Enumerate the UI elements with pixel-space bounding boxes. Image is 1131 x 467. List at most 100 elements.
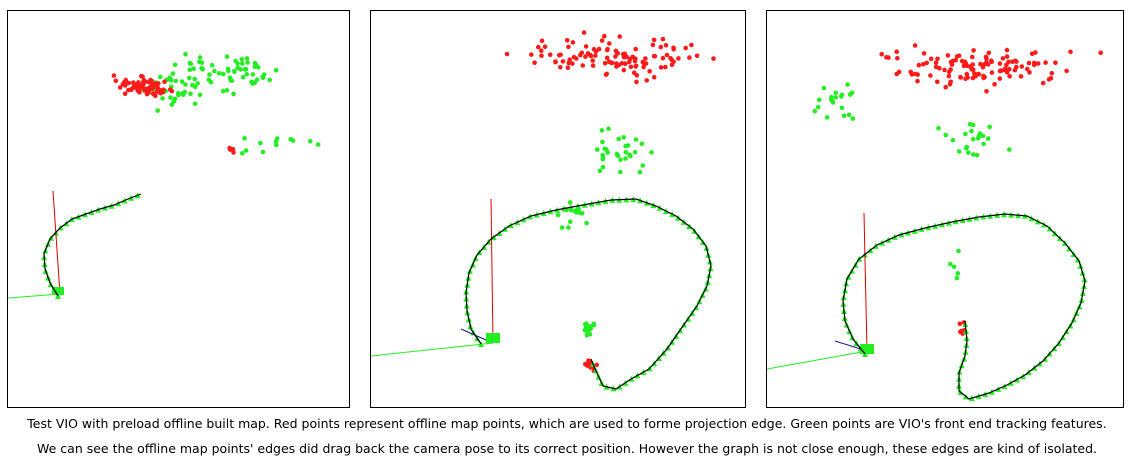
offline-map-point — [123, 77, 129, 83]
vio-feature-points — [555, 126, 654, 338]
vio-feature-point — [833, 95, 838, 100]
panel-2-plot — [371, 30, 716, 392]
offline-map-point — [986, 50, 992, 56]
vio-feature-point — [187, 67, 193, 72]
vio-feature-point — [966, 150, 971, 155]
offline-map-point — [915, 72, 920, 77]
offline-map-point — [997, 61, 1003, 66]
offline-map-point — [956, 53, 962, 58]
offline-map-point — [142, 79, 148, 84]
vio-feature-point — [955, 271, 961, 276]
offline-map-point — [963, 61, 969, 67]
vio-feature-point — [188, 91, 193, 97]
offline-map-point — [617, 34, 622, 39]
offline-map-point — [564, 38, 570, 43]
offline-map-point — [946, 73, 952, 79]
vio-feature-point — [943, 132, 948, 138]
offline-map-point — [148, 85, 153, 91]
vio-feature-point — [821, 85, 827, 91]
vio-feature-point — [232, 68, 237, 74]
vio-feature-point — [209, 62, 215, 68]
vio-feature-point — [195, 81, 200, 86]
offline-map-point — [1098, 50, 1103, 56]
vio-feature-point — [845, 82, 850, 87]
offline-map-point — [547, 52, 553, 57]
vio-feature-point — [160, 96, 165, 101]
vio-feature-point — [192, 76, 197, 82]
vio-feature-point — [179, 79, 185, 84]
offline-map-point — [894, 49, 899, 54]
offline-map-point — [602, 60, 608, 66]
offline-map-point — [660, 36, 666, 42]
offline-map-point — [975, 71, 981, 77]
offline-map-point — [978, 61, 983, 67]
offline-map-point — [556, 52, 562, 58]
offline-map-point — [1026, 60, 1032, 66]
offline-map-point — [1049, 70, 1055, 76]
camera-frustum — [860, 344, 874, 354]
vio-feature-point — [956, 149, 962, 154]
vio-feature-point — [649, 150, 654, 155]
vio-feature-point — [172, 96, 178, 102]
vio-feature-point — [176, 92, 181, 98]
offline-map-point — [590, 58, 595, 63]
vio-feature-point — [255, 65, 261, 70]
offline-map-point — [1006, 59, 1011, 65]
vio-feature-point — [841, 113, 847, 119]
vio-feature-point — [220, 88, 226, 94]
offline-map-point — [231, 150, 236, 155]
caption-line-1: Test VIO with preload offline built map.… — [27, 416, 1107, 431]
vio-feature-point — [954, 275, 960, 281]
offline-map-point — [908, 69, 913, 75]
offline-map-point — [1004, 54, 1010, 59]
offline-map-point — [599, 38, 605, 43]
vio-feature-point — [615, 153, 621, 158]
offline-map-point — [663, 43, 669, 48]
vio-feature-point — [225, 66, 231, 72]
offline-map-point — [621, 67, 627, 73]
offline-map-point — [651, 74, 657, 80]
offline-map-point — [958, 329, 963, 335]
offline-map-point — [583, 54, 588, 59]
vio-feature-point — [243, 148, 249, 153]
offline-map-point — [928, 73, 933, 78]
vio-feature-point — [639, 141, 645, 147]
camera-axis-x — [8, 293, 61, 299]
camera-axis-x — [371, 342, 494, 357]
offline-map-point — [162, 79, 167, 85]
vio-feature-point — [618, 169, 623, 175]
vio-feature-point — [600, 164, 606, 170]
offline-map-point — [608, 60, 614, 65]
offline-map-point — [1007, 74, 1012, 79]
vio-feature-point — [555, 212, 561, 218]
offline-map-point — [950, 58, 956, 64]
offline-map-point — [634, 79, 639, 85]
offline-map-point — [130, 86, 135, 91]
offline-map-points — [111, 73, 236, 155]
offline-map-point — [664, 52, 670, 58]
offline-map-point — [948, 67, 953, 72]
offline-map-point — [935, 79, 940, 85]
offline-map-point — [1035, 61, 1041, 66]
offline-map-point — [532, 60, 537, 65]
vio-feature-point — [824, 115, 830, 120]
vio-feature-point — [616, 136, 621, 142]
offline-map-point — [529, 52, 534, 57]
vio-feature-point — [240, 151, 245, 156]
trajectory-pose-markers — [41, 192, 141, 299]
vio-feature-point — [606, 126, 611, 132]
vio-feature-point — [627, 152, 632, 157]
vio-feature-point — [621, 135, 626, 140]
offline-map-point — [111, 73, 117, 78]
offline-map-point — [658, 44, 664, 50]
vio-feature-point — [971, 152, 976, 157]
offline-map-point — [650, 42, 656, 48]
offline-map-point — [933, 64, 939, 70]
vio-feature-point — [235, 65, 240, 71]
vio-feature-point — [167, 75, 173, 80]
vio-feature-point — [969, 128, 974, 134]
offline-map-point — [957, 321, 963, 327]
offline-map-point — [504, 51, 510, 57]
offline-map-point — [642, 61, 647, 67]
offline-map-point — [1018, 74, 1024, 79]
